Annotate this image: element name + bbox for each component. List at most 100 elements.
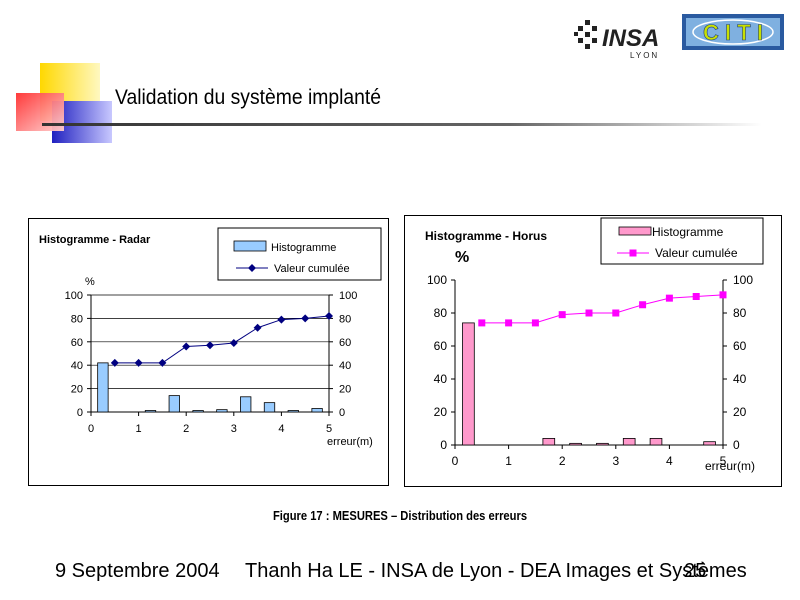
cumulative-point: [110, 358, 119, 367]
cumulative-point: [639, 301, 647, 309]
y2-tick-label: 100: [339, 290, 357, 302]
x-tick-label: 5: [720, 454, 727, 468]
y-tick-label: 20: [434, 405, 448, 419]
y-tick-label: 100: [65, 290, 83, 302]
chart-legend: Histogramme Valeur cumulée: [217, 227, 382, 281]
histogram-bar: [596, 442, 609, 446]
y2-tick-label: 100: [733, 273, 753, 287]
histogram-bar: [216, 409, 228, 413]
y-tick-label: 20: [71, 384, 83, 396]
cumulative-line: [481, 294, 724, 324]
cumulative-point: [182, 342, 191, 351]
x-tick-label: 2: [183, 423, 189, 435]
y-tick-label: 100: [427, 273, 447, 287]
legend-label: Histogramme: [652, 225, 724, 239]
cumulative-point: [158, 358, 167, 367]
radar-chart-panel: Histogramme - Radar% 0 0 20 20 40 40 60 60 80 80 10…: [28, 218, 389, 486]
y2-tick-label: 40: [339, 360, 351, 372]
y-tick-label: 0: [440, 438, 447, 452]
legend-box: [600, 217, 764, 265]
x-tick-label: 5: [326, 423, 332, 435]
histogram-bar: [263, 402, 276, 413]
horus-chart-panel: Histogramme - Horus% 0 0 20 20 40 40 60 60 80 80 10…: [404, 215, 782, 487]
cumulative-point: [585, 309, 593, 317]
x-tick-label: 1: [505, 454, 512, 468]
histogram-bar: [144, 410, 157, 413]
footer-author: Thanh Ha LE - INSA de Lyon - DEA Images …: [245, 560, 747, 582]
histogram-bar: [462, 322, 475, 446]
histogram-bar: [168, 395, 180, 413]
x-tick-label: 0: [88, 423, 94, 435]
title-rule: [42, 123, 762, 126]
cumulative-point: [277, 315, 286, 324]
legend-label: Valeur cumulée: [655, 246, 738, 260]
histogram-bar: [649, 437, 663, 446]
cumulative-point: [558, 311, 566, 319]
y2-tick-label: 80: [339, 313, 351, 325]
histogram-bar: [542, 437, 556, 446]
cumulative-point: [301, 314, 310, 323]
x-tick-label: 3: [612, 454, 619, 468]
cumulative-point: [325, 312, 333, 321]
x-tick-label: 2: [559, 454, 566, 468]
footer-page-number: 25: [684, 560, 707, 582]
y2-tick-label: 40: [733, 372, 747, 386]
cumulative-line: [114, 315, 330, 364]
citi-logo: C I T I: [682, 14, 784, 50]
y-tick-label: 80: [71, 313, 83, 325]
slide-footer: 9 Septembre 2004 Thanh Ha LE - INSA de L…: [0, 560, 800, 586]
x-tick-label: 4: [278, 423, 284, 435]
y-axis-label: %: [85, 276, 95, 288]
cumulative-point: [505, 319, 513, 327]
footer-date: 9 Septembre 2004: [55, 560, 220, 582]
histogram-bar: [192, 410, 204, 413]
chart-legend: Histogramme Valeur cumulée: [600, 217, 764, 265]
x-axis-label: erreur(m): [705, 459, 755, 473]
cumulative-point: [692, 293, 700, 300]
cumulative-point: [665, 294, 673, 302]
chart-title: Histogramme - Horus: [425, 229, 547, 243]
x-tick-label: 3: [231, 423, 237, 435]
x-axis-label: erreur(m): [327, 436, 373, 448]
chart-title: Histogramme - Radar: [39, 234, 151, 246]
legend-swatch-bar: [233, 240, 267, 252]
histogram-bar: [569, 442, 582, 446]
y-tick-label: 40: [71, 360, 83, 372]
x-tick-label: 1: [136, 423, 142, 435]
y-tick-label: 80: [434, 306, 448, 320]
y2-tick-label: 0: [339, 407, 345, 419]
insa-logo: INSA LYON: [572, 8, 676, 64]
legend-marker: [629, 249, 637, 257]
histogram-bar: [240, 396, 252, 413]
histogram-bar: [287, 410, 299, 413]
y2-tick-label: 60: [733, 339, 747, 353]
y2-tick-label: 20: [733, 405, 747, 419]
legend-label: Histogramme: [271, 242, 336, 254]
cumulative-point: [229, 338, 238, 347]
slide-title: Validation du système implanté: [115, 86, 381, 109]
y-tick-label: 40: [434, 372, 448, 386]
insa-logo-text: INSA: [602, 25, 659, 52]
citi-logo-text: C I T I: [703, 20, 763, 45]
y2-tick-label: 80: [733, 306, 747, 320]
x-tick-label: 0: [452, 454, 459, 468]
cumulative-point: [478, 319, 486, 327]
cumulative-point: [206, 341, 214, 350]
cumulative-point: [253, 323, 262, 332]
x-tick-label: 4: [666, 454, 673, 468]
cumulative-point: [531, 319, 539, 327]
y2-tick-label: 0: [733, 438, 740, 452]
y2-tick-label: 20: [339, 384, 351, 396]
histogram-bar: [97, 362, 109, 413]
legend-swatch-bar: [618, 226, 652, 236]
legend-marker: [248, 264, 256, 272]
y-axis-label: %: [455, 249, 469, 266]
histogram-bar: [311, 408, 323, 413]
y-tick-label: 0: [77, 407, 83, 419]
histogram-bar: [703, 441, 716, 446]
y-tick-label: 60: [434, 339, 448, 353]
legend-box: [217, 227, 382, 281]
cumulative-point: [612, 309, 620, 317]
